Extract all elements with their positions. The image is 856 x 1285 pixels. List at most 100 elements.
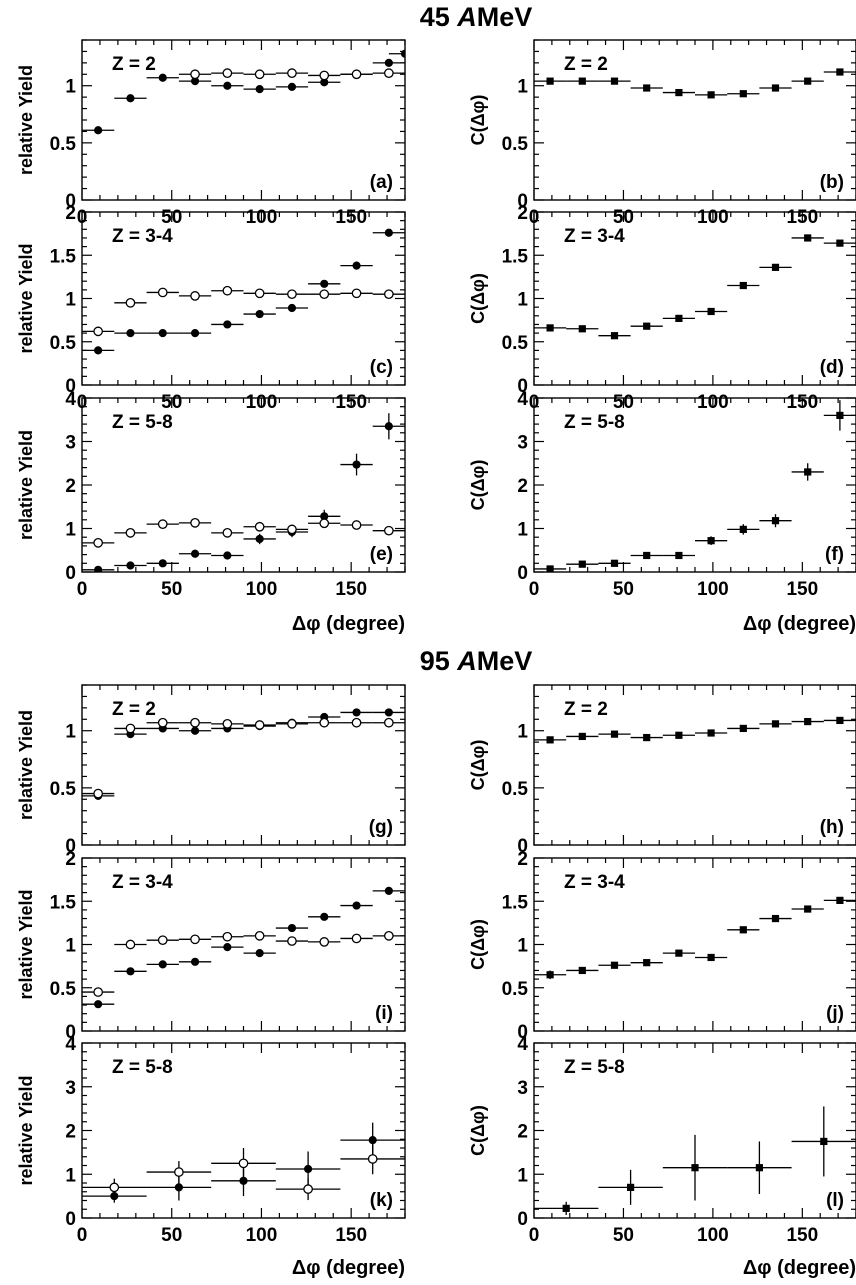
panel-k: 0 1 2 3 4 0 50 100 150 relative Yield Z = 5-8 (k) [16,1034,406,1246]
data-points [534,716,856,744]
data-point [211,551,244,560]
data-point [114,561,147,570]
data-point [534,77,567,85]
open-circle-marker [238,1158,249,1169]
data-point [695,536,728,546]
filled-circle-marker [158,73,167,82]
data-point [243,533,276,545]
data-point [211,942,244,952]
filled-circle-marker [190,329,200,338]
filled-circle-marker [174,1183,183,1192]
y-tick-label: 2 [517,203,528,224]
open-circle-marker [367,1154,378,1164]
filled-square-marker [627,1183,635,1191]
data-point [114,527,147,538]
filled-circle-marker [223,320,232,329]
data-point [759,914,792,923]
open-circle-marker [222,931,233,942]
filled-square-marker [707,953,715,962]
data-point [178,726,212,735]
open-circle-marker [157,287,168,298]
data-point [146,935,179,946]
svg-text:45 AMeV: 45 AMeV [420,2,533,32]
data-point [82,346,115,355]
filled-circle-marker [352,261,361,270]
open-circle-marker [190,69,200,80]
data-point [372,930,405,941]
filled-square-marker [578,325,586,333]
y-tick-label: 4 [517,389,528,410]
y-tick-label: 0 [517,1209,528,1230]
data-point [308,518,341,529]
filled-circle-marker [384,708,393,717]
filled-circle-marker [223,942,232,952]
data-point [823,716,856,725]
y-axis-label: C(Δφ) [468,740,488,791]
data-point [534,1201,599,1215]
x-tick-label: 150 [786,579,818,600]
y-tick-label: 1 [517,520,528,541]
data-point [82,326,115,337]
open-circle-marker [383,930,394,941]
data-point [178,957,212,966]
data-point [372,413,405,440]
open-circle-marker [190,291,200,301]
data-point [82,1178,147,1197]
data-point [566,560,599,568]
filled-square-marker [771,263,780,271]
filled-square-marker [643,551,651,560]
data-point [566,325,599,333]
section-title-45: 45 AMeV [420,2,533,32]
open-circle-marker [287,289,297,300]
data-point [211,719,244,729]
data-point [146,1161,212,1183]
data-point [340,933,373,944]
open-circle-marker [109,1182,120,1193]
filled-circle-marker [94,346,103,355]
panel-label: (d) [820,357,844,378]
data-points [82,228,405,355]
filled-circle-marker [158,559,167,568]
y-tick-label: 3 [65,433,76,454]
y-tick-label: 0 [65,836,76,857]
data-point [146,559,179,568]
panel-e: 0 1 2 3 4 0 50 100 150 relative Yield Z = 5-8 (e) [16,389,406,600]
open-circle-marker [93,987,104,997]
data-point [759,84,792,92]
data-point [340,717,373,728]
open-circle-marker [383,68,394,78]
z-label: Z = 5-8 [564,412,625,433]
data-point [211,81,244,90]
filled-square-marker [739,724,747,733]
filled-square-marker [836,411,844,419]
filled-square-marker [836,716,844,725]
data-point [275,1151,341,1187]
filled-square-marker [675,88,683,97]
z-label: Z = 5-8 [112,412,173,433]
y-tick-label: 4 [65,389,76,410]
y-tick-label: 0.5 [50,779,77,800]
data-point [114,297,147,308]
data-point [791,463,824,481]
data-point [662,949,695,957]
x-axis-label: Δφ (degree) [292,613,405,635]
filled-square-marker [643,959,651,967]
filled-square-marker [675,551,683,560]
filled-square-marker [836,896,844,904]
data-point [662,1134,728,1201]
filled-circle-marker [94,1000,103,1009]
y-tick-label: 0 [517,1022,528,1043]
panel-label: (f) [825,544,844,565]
filled-square-marker [771,914,780,923]
open-circle-marker [125,527,136,538]
data-point [178,517,212,528]
open-circle-marker [125,723,136,734]
data-point [727,90,760,98]
z-label: Z = 2 [112,699,156,720]
open-circle-marker [222,285,233,296]
filled-square-marker [610,961,619,969]
data-point [630,959,663,967]
z-label: Z = 2 [564,54,608,75]
filled-square-marker [739,525,747,533]
y-tick-label: 0.5 [50,333,77,354]
